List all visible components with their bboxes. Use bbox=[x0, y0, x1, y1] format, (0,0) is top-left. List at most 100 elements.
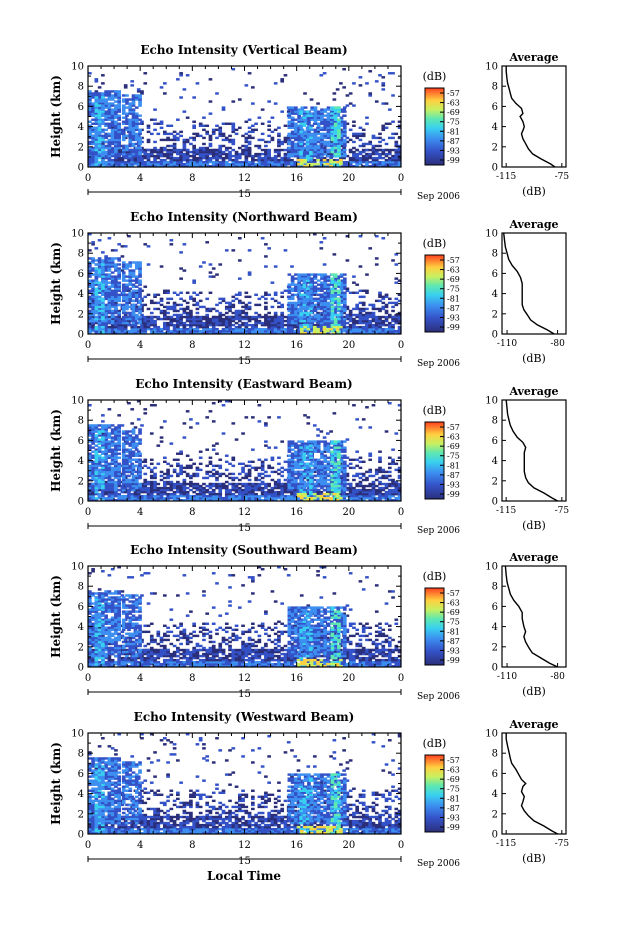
colorbar-tick-label: -87 bbox=[447, 471, 460, 480]
colorbar-label: (dB) bbox=[423, 570, 447, 583]
profile-title: Average bbox=[508, 218, 558, 231]
x-tick-label: 8 bbox=[189, 507, 195, 518]
profile-line bbox=[505, 66, 556, 168]
colorbar-tick-label: -69 bbox=[447, 775, 460, 784]
profile-frame bbox=[501, 732, 567, 835]
profile-y-tick-label: 8 bbox=[492, 749, 498, 760]
x-tick-label: 20 bbox=[342, 340, 355, 351]
colorbar-tick-label: -57 bbox=[447, 89, 460, 98]
colorbar-tick-label: -99 bbox=[447, 656, 460, 665]
profile-y-tick-label: 2 bbox=[492, 476, 498, 487]
x-tick-label: 12 bbox=[238, 173, 251, 184]
y-tick-label: 2 bbox=[78, 476, 84, 487]
profile-xlabel: (dB) bbox=[522, 519, 546, 532]
profile-x-tick-label: -75 bbox=[555, 506, 570, 516]
x-tick-label: 16 bbox=[290, 340, 303, 351]
colorbar-tick-label: -63 bbox=[447, 266, 460, 275]
profile-y-tick-label: 6 bbox=[492, 436, 498, 447]
profile-xlabel: (dB) bbox=[522, 852, 546, 865]
profile-y-tick-label: 4 bbox=[492, 456, 498, 467]
heatmap-field bbox=[88, 66, 401, 167]
profile-x-tick-label: -75 bbox=[555, 839, 570, 849]
colorbar-tick-label: -57 bbox=[447, 423, 460, 432]
profile-frame bbox=[501, 565, 567, 668]
y-tick-label: 2 bbox=[78, 309, 84, 320]
x-tick-label: 4 bbox=[137, 673, 143, 684]
profile-y-tick-label: 2 bbox=[492, 309, 498, 320]
x-tick-label: 0 bbox=[85, 840, 91, 851]
panel-2: Echo Intensity (Eastward Beam) 0 2 4 6 8 10 Hei… bbox=[49, 377, 569, 536]
profile-x-tick-label: -115 bbox=[496, 839, 516, 849]
profile-y-tick-label: 6 bbox=[492, 769, 498, 780]
colorbar-tick-label: -63 bbox=[447, 99, 460, 108]
x-tick-label: 0 bbox=[85, 340, 91, 351]
date-label: Sep 2006 bbox=[417, 859, 460, 869]
profile-line bbox=[505, 733, 559, 835]
colorbar-tick-label: -63 bbox=[447, 766, 460, 775]
y-axis-label: Height (km) bbox=[49, 575, 63, 658]
date-label: Sep 2006 bbox=[417, 359, 460, 369]
y-tick-label: 6 bbox=[78, 102, 84, 113]
profile-frame bbox=[501, 232, 567, 335]
panel-3: Echo Intensity (Southward Beam) 0 2 4 6 8 10 He… bbox=[49, 543, 567, 702]
profile-y-tick-label: 10 bbox=[485, 229, 498, 240]
y-tick-label: 0 bbox=[78, 663, 84, 674]
x-tick-label: 12 bbox=[238, 673, 251, 684]
heatmap-field bbox=[88, 733, 401, 834]
colorbar-tick-label: -99 bbox=[447, 490, 460, 499]
profile-y-tick-label: 6 bbox=[492, 102, 498, 113]
colorbar-label: (dB) bbox=[423, 70, 447, 83]
x-tick-label: 4 bbox=[137, 340, 143, 351]
panel-title: Echo Intensity (Vertical Beam) bbox=[140, 43, 347, 57]
profile-x-tick-label: -75 bbox=[555, 172, 570, 182]
heatmap-field bbox=[88, 566, 401, 667]
colorbar-tick-label: -57 bbox=[447, 256, 460, 265]
x-tick-label: 0 bbox=[398, 507, 404, 518]
colorbar-tick-label: -93 bbox=[447, 480, 460, 489]
profile-y-tick-label: 6 bbox=[492, 602, 498, 613]
profile-y-tick-label: 8 bbox=[492, 82, 498, 93]
x-tick-label: 12 bbox=[238, 507, 251, 518]
profile-xlabel: (dB) bbox=[522, 685, 546, 698]
colorbar-tick-label: -57 bbox=[447, 589, 460, 598]
profile-x-tick-label: -110 bbox=[497, 339, 517, 349]
y-tick-label: 10 bbox=[71, 62, 84, 73]
profile-y-tick-label: 2 bbox=[492, 642, 498, 653]
x-tick-label: 16 bbox=[290, 840, 303, 851]
panel-4: Echo Intensity (Westward Beam) 0 2 4 6 8 10 Hei… bbox=[49, 710, 569, 869]
y-tick-label: 0 bbox=[78, 330, 84, 341]
y-tick-label: 6 bbox=[78, 602, 84, 613]
x-tick-label: 8 bbox=[189, 173, 195, 184]
colorbar-tick-label: -87 bbox=[447, 637, 460, 646]
x-tick-label: 0 bbox=[398, 840, 404, 851]
date-day: 15 bbox=[238, 356, 251, 367]
x-tick-label: 4 bbox=[137, 507, 143, 518]
colorbar-tick-label: -81 bbox=[447, 794, 460, 803]
colorbar-tick-label: -81 bbox=[447, 627, 460, 636]
y-tick-label: 4 bbox=[78, 622, 84, 633]
profile-y-tick-label: 0 bbox=[492, 330, 498, 341]
colorbar-tick-label: -63 bbox=[447, 433, 460, 442]
profile-y-tick-label: 2 bbox=[492, 809, 498, 820]
y-tick-label: 0 bbox=[78, 497, 84, 508]
profile-title: Average bbox=[508, 551, 558, 564]
profile-y-tick-label: 0 bbox=[492, 163, 498, 174]
heatmap-field bbox=[88, 400, 401, 501]
date-day: 15 bbox=[238, 189, 251, 200]
x-tick-label: 8 bbox=[189, 840, 195, 851]
x-tick-label: 20 bbox=[342, 673, 355, 684]
x-tick-label: 16 bbox=[290, 173, 303, 184]
bottom-xlabel: Local Time bbox=[207, 869, 281, 883]
y-tick-label: 4 bbox=[78, 456, 84, 467]
colorbar-tick-label: -75 bbox=[447, 285, 460, 294]
colorbar-label: (dB) bbox=[423, 237, 447, 250]
y-tick-label: 4 bbox=[78, 789, 84, 800]
colorbar bbox=[424, 254, 445, 333]
colorbar-tick-label: -81 bbox=[447, 294, 460, 303]
x-tick-label: 20 bbox=[342, 507, 355, 518]
y-tick-label: 0 bbox=[78, 163, 84, 174]
x-tick-label: 0 bbox=[85, 507, 91, 518]
colorbar-tick-label: -87 bbox=[447, 304, 460, 313]
y-tick-label: 8 bbox=[78, 582, 84, 593]
profile-line bbox=[503, 232, 555, 335]
